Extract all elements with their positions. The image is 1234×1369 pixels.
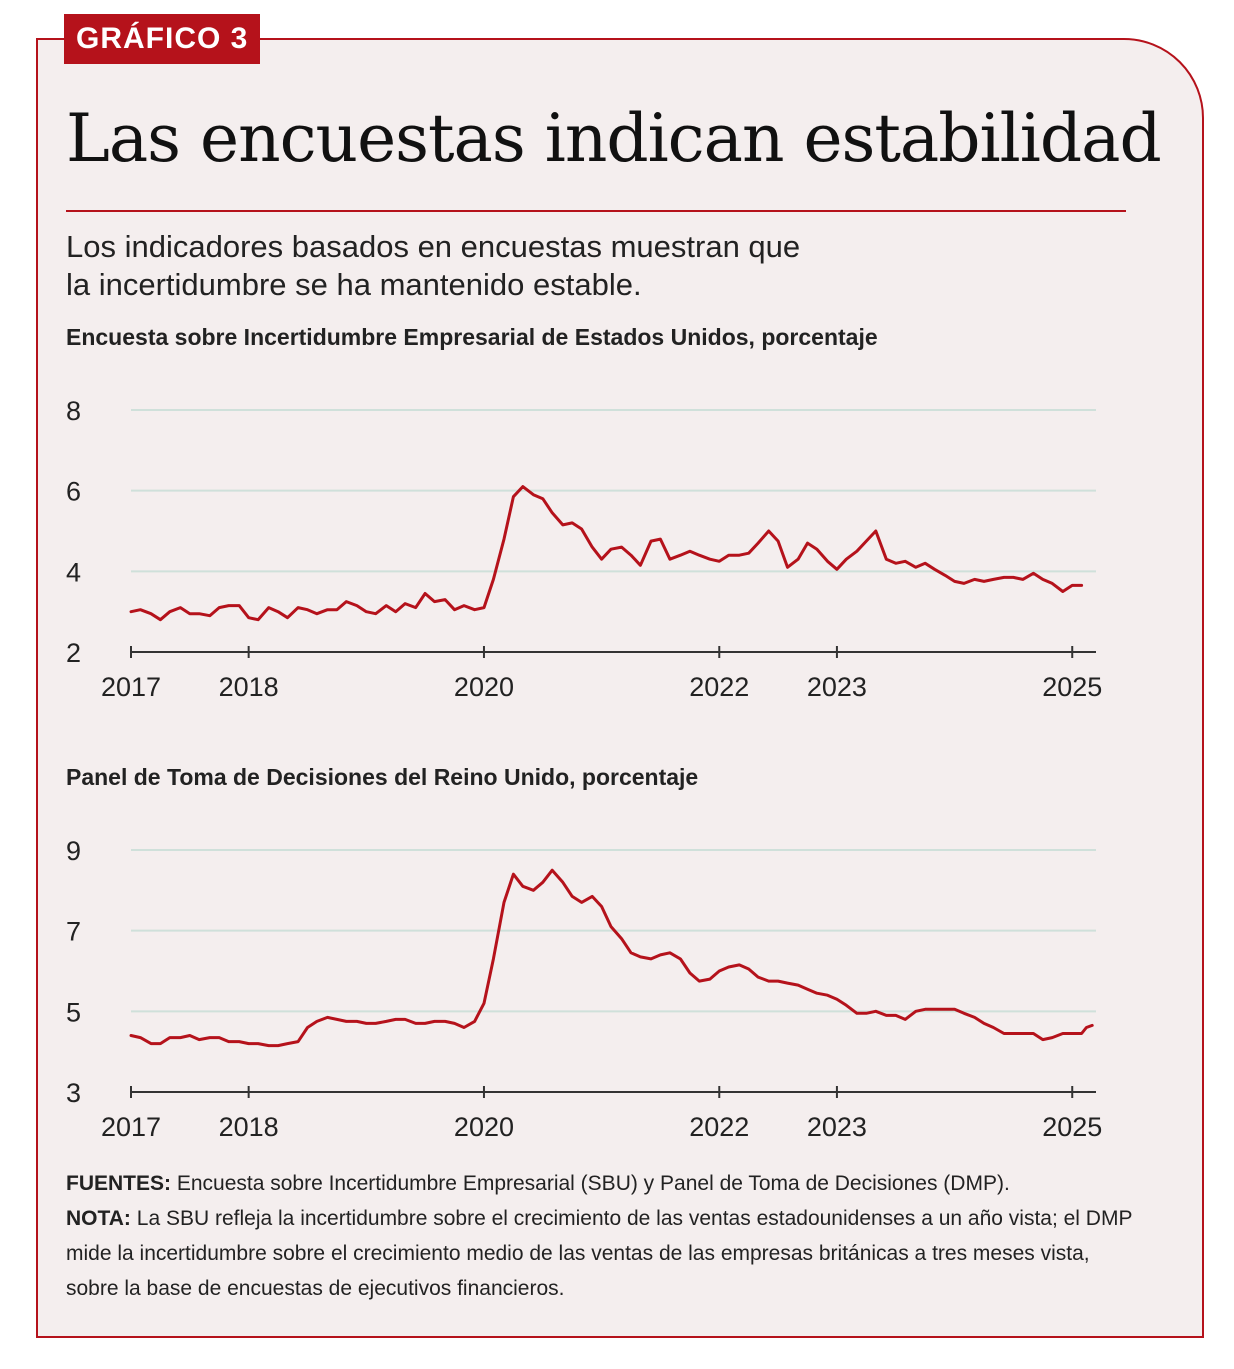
us-chart-y-tick-label: 2 <box>66 638 81 668</box>
uk-chart-series-line <box>129 868 1094 1048</box>
uk-chart-x-tick-label: 2018 <box>219 1112 279 1142</box>
uk-chart-x-tick-label: 2017 <box>101 1112 161 1142</box>
sources-label: FUENTES: <box>66 1172 171 1195</box>
uk-dmp-chart: 3 5 7 9 2017 2018 2020 2022 2023 2025 <box>66 836 1102 1142</box>
uk-chart-y-tick-label: 5 <box>66 997 81 1027</box>
us-chart-x-tick-label: 2020 <box>454 672 514 702</box>
chart-panel <box>36 38 1204 1338</box>
us-chart-title: Encuesta sobre Incertidumbre Empresarial… <box>66 324 878 350</box>
uk-chart-x-tick-label: 2023 <box>807 1112 867 1142</box>
note-label: NOTA: <box>66 1207 131 1230</box>
uk-chart-x-tick-label: 2025 <box>1042 1112 1102 1142</box>
sources-text: Encuesta sobre Incertidumbre Empresarial… <box>171 1172 1010 1195</box>
figure-title: Las encuestas indican estabilidad <box>66 100 1162 177</box>
uk-chart-x-tick-label: 2020 <box>454 1112 514 1142</box>
uk-chart-y-tick-label: 3 <box>66 1078 81 1108</box>
us-chart-series-line <box>129 485 1084 622</box>
us-chart-x-tick-label: 2025 <box>1042 672 1102 702</box>
footnotes: FUENTES: Encuesta sobre Incertidumbre Em… <box>66 1166 1146 1306</box>
us-chart-x-tick-label: 2018 <box>219 672 279 702</box>
figure-subtitle: Los indicadores basados en encuestas mue… <box>66 228 1066 304</box>
us-chart-y-tick-label: 6 <box>66 477 81 507</box>
us-chart-x-tick-label: 2017 <box>101 672 161 702</box>
us-chart-x-tick-label: 2023 <box>807 672 867 702</box>
uk-chart-y-tick-label: 7 <box>66 917 81 947</box>
us-chart-x-tick-label: 2022 <box>689 672 749 702</box>
subtitle-line-1: Los indicadores basados en encuestas mue… <box>66 229 801 264</box>
uk-chart-title: Panel de Toma de Decisiones del Reino Un… <box>66 764 699 790</box>
us-chart-y-tick-label: 8 <box>66 396 81 426</box>
method-note: NOTA: La SBU refleja la incertidumbre so… <box>66 1201 1146 1306</box>
subtitle-line-2: la incertidumbre se ha mantenido estable… <box>66 267 642 302</box>
us-chart-y-tick-label: 4 <box>66 557 81 587</box>
title-divider <box>66 210 1126 212</box>
uk-chart-y-tick-label: 9 <box>66 836 81 866</box>
sources-note: FUENTES: Encuesta sobre Incertidumbre Em… <box>66 1166 1146 1201</box>
uk-chart-x-tick-label: 2022 <box>689 1112 749 1142</box>
note-text: La SBU refleja la incertidumbre sobre el… <box>66 1207 1133 1300</box>
figure-badge: GRÁFICO 3 <box>64 14 261 64</box>
us-sbu-chart: 2 4 6 8 2017 2018 2020 2022 2023 2025 <box>66 396 1102 702</box>
